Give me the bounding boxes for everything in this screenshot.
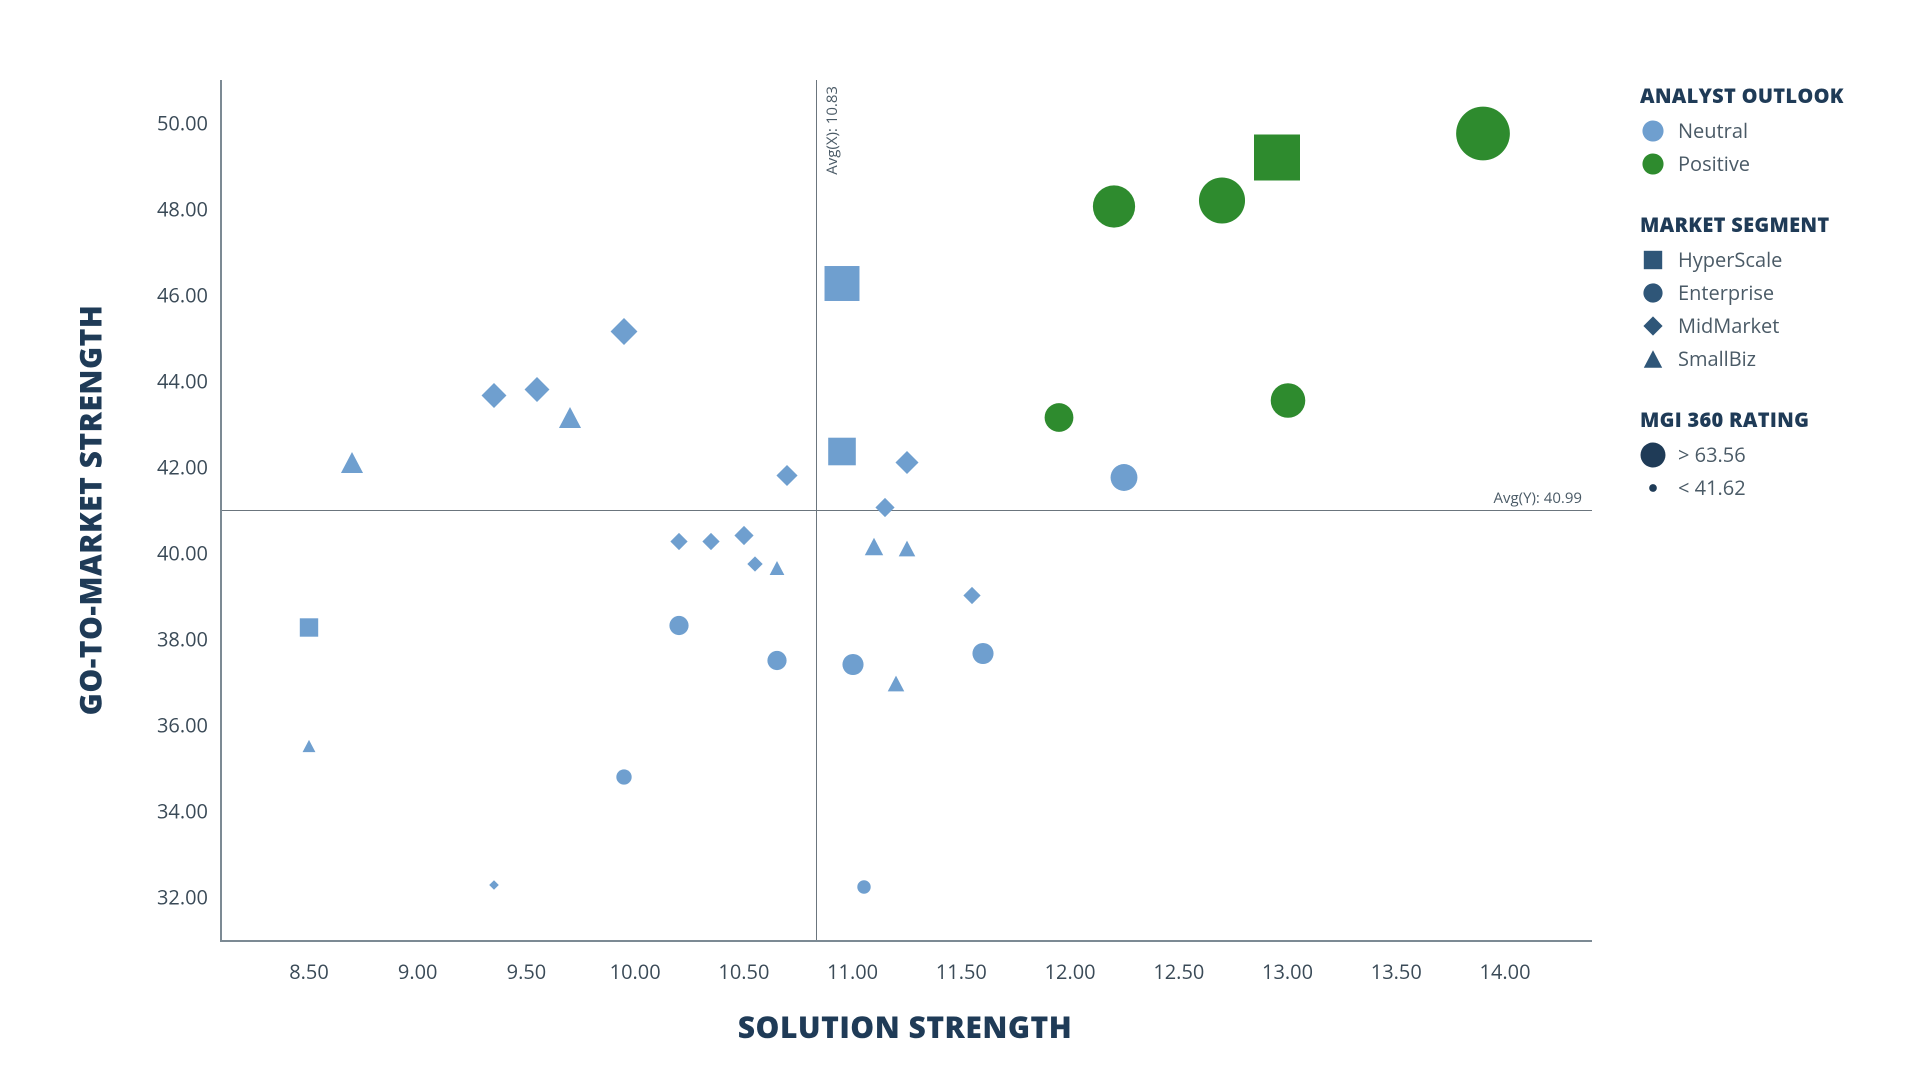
data-point xyxy=(299,618,319,643)
x-tick: 12.50 xyxy=(1153,940,1204,985)
data-point xyxy=(842,653,864,680)
data-point xyxy=(963,587,981,610)
data-point xyxy=(898,539,916,562)
legend-swatch-icon xyxy=(1640,280,1666,306)
data-point xyxy=(823,265,861,308)
y-tick: 32.00 xyxy=(157,884,222,911)
legend-swatch-icon xyxy=(1640,313,1666,339)
data-point xyxy=(747,555,763,577)
legend-item: SmallBiz xyxy=(1640,345,1844,372)
y-tick: 34.00 xyxy=(157,798,222,825)
y-tick: 46.00 xyxy=(157,282,222,309)
x-tick: 11.50 xyxy=(936,940,987,985)
legend-item: Neutral xyxy=(1640,117,1844,144)
data-point xyxy=(524,376,550,407)
data-point xyxy=(767,650,787,675)
legend: ANALYST OUTLOOK Neutral Positive MARKET SEG… xyxy=(1640,82,1844,507)
legend-swatch-icon xyxy=(1640,442,1666,468)
legend-item-label: MidMarket xyxy=(1678,312,1779,339)
data-point xyxy=(702,533,720,556)
data-point xyxy=(610,317,638,350)
legend-item: HyperScale xyxy=(1640,246,1844,273)
legend-swatch-icon xyxy=(1640,118,1666,144)
data-point xyxy=(669,616,689,641)
legend-item-label: Positive xyxy=(1678,150,1750,177)
data-point xyxy=(887,675,905,698)
legend-item-label: SmallBiz xyxy=(1678,345,1756,372)
x-tick: 13.00 xyxy=(1262,940,1313,985)
x-tick: 11.00 xyxy=(827,940,878,985)
data-point xyxy=(1455,105,1511,166)
data-point xyxy=(489,873,499,895)
y-tick: 44.00 xyxy=(157,368,222,395)
y-tick: 48.00 xyxy=(157,196,222,223)
y-axis-title: GO-TO-MARKET STRENGTH xyxy=(70,305,111,716)
x-tick: 8.50 xyxy=(289,940,329,985)
data-point xyxy=(1110,463,1138,496)
legend-item-label: > 63.56 xyxy=(1678,441,1746,468)
data-point xyxy=(776,464,798,491)
avg-y-label: Avg(Y): 40.99 xyxy=(1494,488,1582,508)
y-tick: 38.00 xyxy=(157,626,222,653)
data-point xyxy=(864,536,884,561)
data-point xyxy=(558,405,582,434)
x-tick: 9.50 xyxy=(507,940,547,985)
data-point xyxy=(1092,185,1136,234)
legend-item-label: Neutral xyxy=(1678,117,1748,144)
legend-section-title: MARKET SEGMENT xyxy=(1640,211,1844,238)
legend-item-label: HyperScale xyxy=(1678,246,1782,273)
data-point xyxy=(827,437,857,472)
legend-swatch-icon xyxy=(1640,151,1666,177)
legend-item-label: Enterprise xyxy=(1678,279,1774,306)
x-tick: 9.00 xyxy=(398,940,438,985)
data-point xyxy=(734,525,754,550)
x-tick: 10.00 xyxy=(610,940,661,985)
legend-item-label: < 41.62 xyxy=(1678,474,1746,501)
data-point xyxy=(481,383,507,414)
x-axis-title: SOLUTION STRENGTH xyxy=(738,1006,1073,1047)
data-point xyxy=(875,498,895,523)
plot-area: Avg(X): 10.83 Avg(Y): 40.99 32.0034.0036… xyxy=(220,80,1592,942)
data-point xyxy=(1198,176,1246,229)
chart-container: GO-TO-MARKET STRENGTH SOLUTION STRENGTH … xyxy=(0,0,1906,1092)
data-point xyxy=(769,559,785,581)
data-point xyxy=(340,450,364,479)
y-tick: 40.00 xyxy=(157,540,222,567)
data-point xyxy=(1252,132,1302,187)
y-tick: 36.00 xyxy=(157,712,222,739)
legend-section-title: MGI 360 RATING xyxy=(1640,406,1844,433)
legend-section-title: ANALYST OUTLOOK xyxy=(1640,82,1844,109)
avg-x-label: Avg(X): 10.83 xyxy=(822,86,842,175)
data-point xyxy=(1270,382,1306,423)
legend-swatch-icon xyxy=(1640,247,1666,273)
y-tick: 42.00 xyxy=(157,454,222,481)
legend-item: < 41.62 xyxy=(1640,474,1844,501)
legend-swatch-icon xyxy=(1640,475,1666,501)
data-point xyxy=(895,450,919,479)
x-tick: 10.50 xyxy=(718,940,769,985)
x-tick: 14.00 xyxy=(1480,940,1531,985)
y-tick: 50.00 xyxy=(157,110,222,137)
data-point xyxy=(616,768,632,790)
data-point xyxy=(302,736,316,758)
legend-item: > 63.56 xyxy=(1640,441,1844,468)
legend-item: Positive xyxy=(1640,150,1844,177)
data-point xyxy=(857,877,871,899)
data-point xyxy=(670,533,688,556)
legend-swatch-icon xyxy=(1640,346,1666,372)
data-point xyxy=(1044,402,1074,437)
x-tick: 12.00 xyxy=(1045,940,1096,985)
legend-item: Enterprise xyxy=(1640,279,1844,306)
x-tick: 13.50 xyxy=(1371,940,1422,985)
avg-y-line xyxy=(222,510,1592,511)
data-point xyxy=(972,643,994,670)
legend-item: MidMarket xyxy=(1640,312,1844,339)
